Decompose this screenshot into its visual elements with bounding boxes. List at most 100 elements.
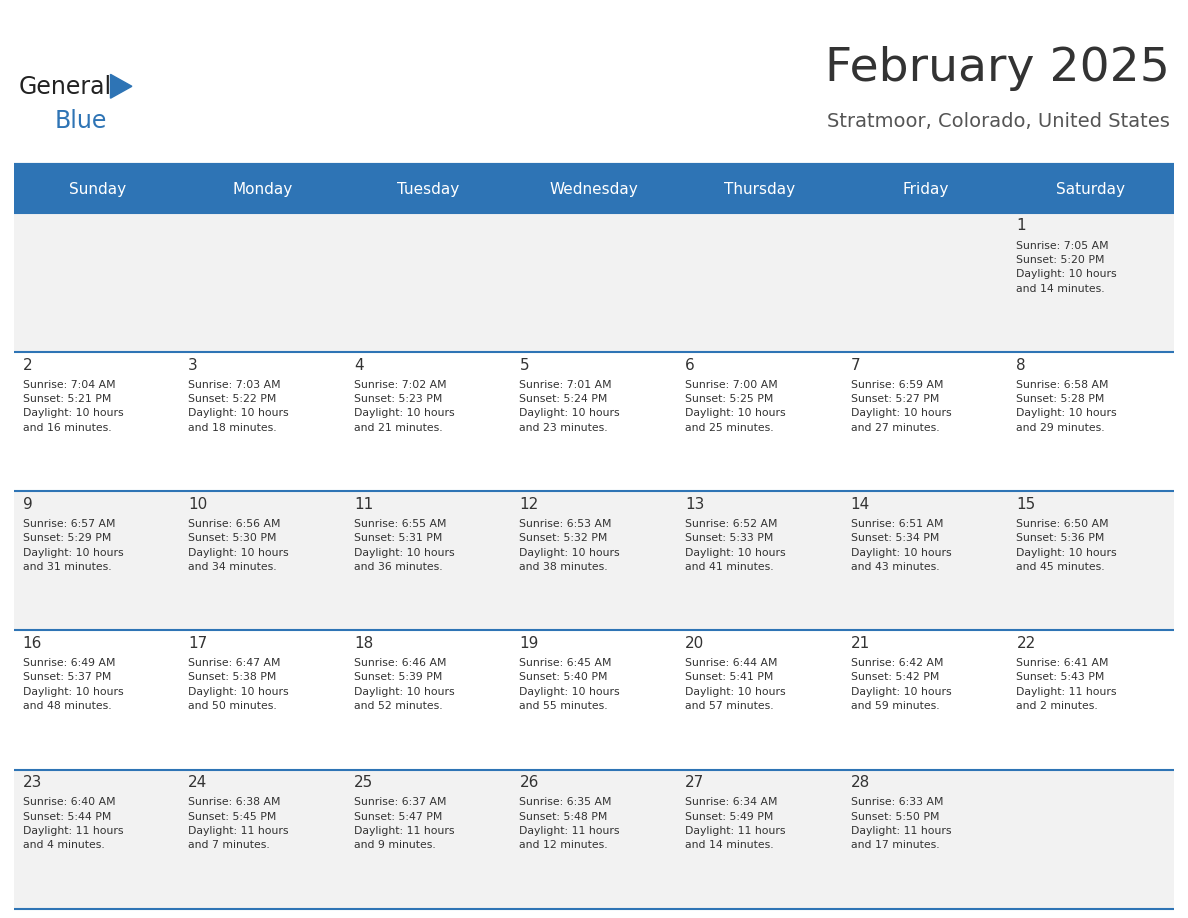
Bar bbox=[346, 491, 511, 631]
Bar bbox=[14, 165, 1174, 213]
Text: Sunrise: 7:05 AM
Sunset: 5:20 PM
Daylight: 10 hours
and 14 minutes.: Sunrise: 7:05 AM Sunset: 5:20 PM Dayligh… bbox=[1017, 241, 1117, 294]
Text: 19: 19 bbox=[519, 636, 539, 651]
Text: February 2025: February 2025 bbox=[826, 46, 1170, 92]
Text: Sunrise: 6:46 AM
Sunset: 5:39 PM
Daylight: 10 hours
and 52 minutes.: Sunrise: 6:46 AM Sunset: 5:39 PM Dayligh… bbox=[354, 658, 455, 711]
Bar bbox=[511, 491, 677, 631]
Text: Sunrise: 6:49 AM
Sunset: 5:37 PM
Daylight: 10 hours
and 48 minutes.: Sunrise: 6:49 AM Sunset: 5:37 PM Dayligh… bbox=[23, 658, 124, 711]
Text: Saturday: Saturday bbox=[1056, 182, 1125, 196]
Text: 22: 22 bbox=[1017, 636, 1036, 651]
Text: Sunrise: 6:44 AM
Sunset: 5:41 PM
Daylight: 10 hours
and 57 minutes.: Sunrise: 6:44 AM Sunset: 5:41 PM Dayligh… bbox=[685, 658, 785, 711]
Bar bbox=[14, 353, 179, 491]
Text: Sunrise: 6:59 AM
Sunset: 5:27 PM
Daylight: 10 hours
and 27 minutes.: Sunrise: 6:59 AM Sunset: 5:27 PM Dayligh… bbox=[851, 380, 952, 433]
Text: Thursday: Thursday bbox=[723, 182, 795, 196]
Text: Sunrise: 7:04 AM
Sunset: 5:21 PM
Daylight: 10 hours
and 16 minutes.: Sunrise: 7:04 AM Sunset: 5:21 PM Dayligh… bbox=[23, 380, 124, 433]
Text: 23: 23 bbox=[23, 775, 42, 790]
Text: 1: 1 bbox=[1017, 218, 1026, 233]
Text: 6: 6 bbox=[685, 358, 695, 373]
Polygon shape bbox=[110, 74, 132, 98]
Text: Sunrise: 6:33 AM
Sunset: 5:50 PM
Daylight: 11 hours
and 17 minutes.: Sunrise: 6:33 AM Sunset: 5:50 PM Dayligh… bbox=[851, 797, 952, 850]
Text: Sunrise: 6:47 AM
Sunset: 5:38 PM
Daylight: 10 hours
and 50 minutes.: Sunrise: 6:47 AM Sunset: 5:38 PM Dayligh… bbox=[188, 658, 289, 711]
Bar bbox=[346, 213, 511, 353]
Text: Sunrise: 6:38 AM
Sunset: 5:45 PM
Daylight: 11 hours
and 7 minutes.: Sunrise: 6:38 AM Sunset: 5:45 PM Dayligh… bbox=[188, 797, 289, 850]
Bar bbox=[346, 631, 511, 769]
Text: General: General bbox=[19, 75, 112, 99]
Bar bbox=[677, 213, 842, 353]
Text: 11: 11 bbox=[354, 497, 373, 512]
Text: 18: 18 bbox=[354, 636, 373, 651]
Bar bbox=[14, 491, 179, 631]
Text: Stratmoor, Colorado, United States: Stratmoor, Colorado, United States bbox=[827, 112, 1170, 130]
Bar bbox=[511, 631, 677, 769]
Text: 3: 3 bbox=[188, 358, 198, 373]
Text: 27: 27 bbox=[685, 775, 704, 790]
Text: 7: 7 bbox=[851, 358, 860, 373]
Text: Sunrise: 7:03 AM
Sunset: 5:22 PM
Daylight: 10 hours
and 18 minutes.: Sunrise: 7:03 AM Sunset: 5:22 PM Dayligh… bbox=[188, 380, 289, 433]
Bar bbox=[677, 769, 842, 909]
Text: Sunrise: 6:45 AM
Sunset: 5:40 PM
Daylight: 10 hours
and 55 minutes.: Sunrise: 6:45 AM Sunset: 5:40 PM Dayligh… bbox=[519, 658, 620, 711]
Bar bbox=[842, 213, 1009, 353]
Text: Sunrise: 6:52 AM
Sunset: 5:33 PM
Daylight: 10 hours
and 41 minutes.: Sunrise: 6:52 AM Sunset: 5:33 PM Dayligh… bbox=[685, 519, 785, 572]
Text: 12: 12 bbox=[519, 497, 538, 512]
Text: Friday: Friday bbox=[902, 182, 948, 196]
Text: 5: 5 bbox=[519, 358, 529, 373]
Bar bbox=[14, 769, 179, 909]
Bar bbox=[1009, 353, 1174, 491]
Text: 4: 4 bbox=[354, 358, 364, 373]
Text: Sunrise: 6:57 AM
Sunset: 5:29 PM
Daylight: 10 hours
and 31 minutes.: Sunrise: 6:57 AM Sunset: 5:29 PM Dayligh… bbox=[23, 519, 124, 572]
Bar bbox=[179, 631, 346, 769]
Text: 2: 2 bbox=[23, 358, 32, 373]
Text: 21: 21 bbox=[851, 636, 870, 651]
Bar bbox=[1009, 213, 1174, 353]
Text: Wednesday: Wednesday bbox=[550, 182, 638, 196]
Text: Sunrise: 7:00 AM
Sunset: 5:25 PM
Daylight: 10 hours
and 25 minutes.: Sunrise: 7:00 AM Sunset: 5:25 PM Dayligh… bbox=[685, 380, 785, 433]
Bar bbox=[511, 213, 677, 353]
Bar bbox=[14, 631, 179, 769]
Bar bbox=[511, 353, 677, 491]
Text: Sunrise: 7:02 AM
Sunset: 5:23 PM
Daylight: 10 hours
and 21 minutes.: Sunrise: 7:02 AM Sunset: 5:23 PM Dayligh… bbox=[354, 380, 455, 433]
Bar bbox=[179, 353, 346, 491]
Bar bbox=[842, 769, 1009, 909]
Text: Sunrise: 6:58 AM
Sunset: 5:28 PM
Daylight: 10 hours
and 29 minutes.: Sunrise: 6:58 AM Sunset: 5:28 PM Dayligh… bbox=[1017, 380, 1117, 433]
Text: 28: 28 bbox=[851, 775, 870, 790]
Bar bbox=[677, 491, 842, 631]
Bar bbox=[346, 353, 511, 491]
Text: Sunrise: 6:55 AM
Sunset: 5:31 PM
Daylight: 10 hours
and 36 minutes.: Sunrise: 6:55 AM Sunset: 5:31 PM Dayligh… bbox=[354, 519, 455, 572]
Text: Sunrise: 6:50 AM
Sunset: 5:36 PM
Daylight: 10 hours
and 45 minutes.: Sunrise: 6:50 AM Sunset: 5:36 PM Dayligh… bbox=[1017, 519, 1117, 572]
Text: 15: 15 bbox=[1017, 497, 1036, 512]
Bar bbox=[677, 353, 842, 491]
Bar bbox=[1009, 491, 1174, 631]
Text: Sunrise: 6:56 AM
Sunset: 5:30 PM
Daylight: 10 hours
and 34 minutes.: Sunrise: 6:56 AM Sunset: 5:30 PM Dayligh… bbox=[188, 519, 289, 572]
Bar bbox=[346, 769, 511, 909]
Bar bbox=[511, 769, 677, 909]
Bar bbox=[842, 353, 1009, 491]
Text: 9: 9 bbox=[23, 497, 32, 512]
Text: 20: 20 bbox=[685, 636, 704, 651]
Text: Tuesday: Tuesday bbox=[397, 182, 460, 196]
Text: 26: 26 bbox=[519, 775, 539, 790]
Text: Blue: Blue bbox=[55, 109, 107, 133]
Text: 13: 13 bbox=[685, 497, 704, 512]
Bar bbox=[677, 631, 842, 769]
Bar bbox=[842, 491, 1009, 631]
Text: 16: 16 bbox=[23, 636, 42, 651]
Text: Sunrise: 7:01 AM
Sunset: 5:24 PM
Daylight: 10 hours
and 23 minutes.: Sunrise: 7:01 AM Sunset: 5:24 PM Dayligh… bbox=[519, 380, 620, 433]
Text: 10: 10 bbox=[188, 497, 208, 512]
Text: Sunrise: 6:40 AM
Sunset: 5:44 PM
Daylight: 11 hours
and 4 minutes.: Sunrise: 6:40 AM Sunset: 5:44 PM Dayligh… bbox=[23, 797, 124, 850]
Bar bbox=[179, 491, 346, 631]
Text: Sunrise: 6:42 AM
Sunset: 5:42 PM
Daylight: 10 hours
and 59 minutes.: Sunrise: 6:42 AM Sunset: 5:42 PM Dayligh… bbox=[851, 658, 952, 711]
Bar bbox=[179, 769, 346, 909]
Text: Sunrise: 6:53 AM
Sunset: 5:32 PM
Daylight: 10 hours
and 38 minutes.: Sunrise: 6:53 AM Sunset: 5:32 PM Dayligh… bbox=[519, 519, 620, 572]
Text: Sunrise: 6:35 AM
Sunset: 5:48 PM
Daylight: 11 hours
and 12 minutes.: Sunrise: 6:35 AM Sunset: 5:48 PM Dayligh… bbox=[519, 797, 620, 850]
Text: 14: 14 bbox=[851, 497, 870, 512]
Bar bbox=[179, 213, 346, 353]
Text: Sunrise: 6:51 AM
Sunset: 5:34 PM
Daylight: 10 hours
and 43 minutes.: Sunrise: 6:51 AM Sunset: 5:34 PM Dayligh… bbox=[851, 519, 952, 572]
Bar bbox=[1009, 631, 1174, 769]
Text: Sunrise: 6:34 AM
Sunset: 5:49 PM
Daylight: 11 hours
and 14 minutes.: Sunrise: 6:34 AM Sunset: 5:49 PM Dayligh… bbox=[685, 797, 785, 850]
Text: Sunday: Sunday bbox=[69, 182, 126, 196]
Text: Monday: Monday bbox=[233, 182, 293, 196]
Text: Sunrise: 6:41 AM
Sunset: 5:43 PM
Daylight: 11 hours
and 2 minutes.: Sunrise: 6:41 AM Sunset: 5:43 PM Dayligh… bbox=[1017, 658, 1117, 711]
Bar bbox=[14, 213, 179, 353]
Bar bbox=[1009, 769, 1174, 909]
Bar bbox=[842, 631, 1009, 769]
Text: 24: 24 bbox=[188, 775, 208, 790]
